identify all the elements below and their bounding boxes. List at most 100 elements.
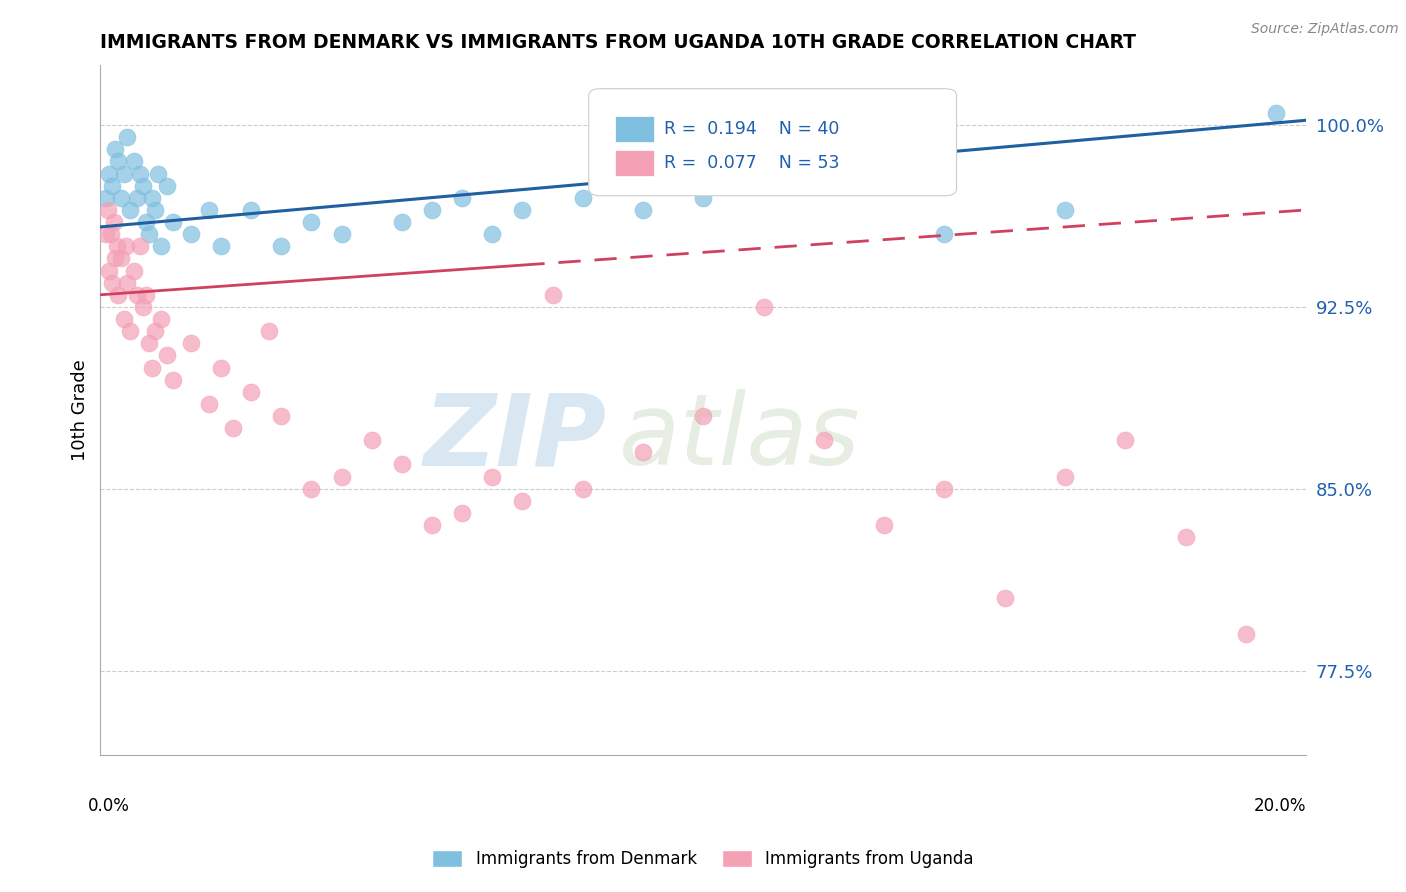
Point — [114, 239, 136, 253]
Point — [156, 348, 179, 362]
Point — [143, 324, 166, 338]
Point — [299, 215, 322, 229]
Point — [131, 178, 153, 193]
Point — [541, 287, 564, 301]
Point — [631, 445, 654, 459]
Point — [98, 167, 121, 181]
Text: R =  0.194    N = 40: R = 0.194 N = 40 — [664, 120, 839, 137]
Point — [110, 191, 132, 205]
Point — [107, 287, 129, 301]
Point — [571, 482, 593, 496]
Point — [114, 312, 136, 326]
Point — [1174, 530, 1197, 544]
Point — [420, 202, 443, 217]
Point — [270, 409, 292, 423]
Point — [122, 154, 145, 169]
Point — [128, 239, 150, 253]
Point — [1054, 202, 1077, 217]
Point — [692, 409, 714, 423]
Point — [692, 191, 714, 205]
Y-axis label: 10th Grade: 10th Grade — [72, 359, 89, 461]
Point — [222, 421, 245, 435]
Text: 20.0%: 20.0% — [1254, 797, 1306, 814]
Point — [873, 518, 896, 533]
Point — [98, 263, 121, 277]
Point — [110, 252, 132, 266]
Point — [198, 397, 221, 411]
FancyBboxPatch shape — [616, 150, 654, 177]
Point — [122, 263, 145, 277]
Text: IMMIGRANTS FROM DENMARK VS IMMIGRANTS FROM UGANDA 10TH GRADE CORRELATION CHART: IMMIGRANTS FROM DENMARK VS IMMIGRANTS FR… — [100, 33, 1136, 52]
Point — [156, 178, 179, 193]
Point — [162, 373, 184, 387]
Point — [141, 191, 163, 205]
Text: R =  0.077    N = 53: R = 0.077 N = 53 — [664, 154, 839, 172]
Point — [135, 287, 157, 301]
Point — [1234, 627, 1257, 641]
Point — [420, 518, 443, 533]
Point — [571, 191, 593, 205]
Point — [270, 239, 292, 253]
Text: 0.0%: 0.0% — [89, 797, 131, 814]
Point — [100, 227, 122, 242]
Point — [117, 276, 139, 290]
Point — [128, 167, 150, 181]
Text: Source: ZipAtlas.com: Source: ZipAtlas.com — [1251, 22, 1399, 37]
Point — [120, 202, 142, 217]
Point — [512, 202, 534, 217]
Point — [107, 154, 129, 169]
Legend: Immigrants from Denmark, Immigrants from Uganda: Immigrants from Denmark, Immigrants from… — [426, 843, 980, 875]
Point — [1114, 434, 1136, 448]
Point — [934, 227, 956, 242]
Text: atlas: atlas — [619, 389, 860, 486]
Point — [1054, 469, 1077, 483]
Point — [512, 493, 534, 508]
Point — [481, 227, 503, 242]
Point — [360, 434, 382, 448]
Point — [96, 227, 118, 242]
Point — [125, 191, 148, 205]
Point — [125, 287, 148, 301]
Point — [391, 215, 413, 229]
Point — [330, 227, 353, 242]
Point — [120, 324, 142, 338]
FancyBboxPatch shape — [589, 88, 956, 195]
Point — [481, 469, 503, 483]
Point — [391, 458, 413, 472]
Point — [631, 202, 654, 217]
Point — [451, 506, 474, 520]
Point — [105, 239, 128, 253]
Point — [149, 239, 172, 253]
Text: ZIP: ZIP — [423, 389, 607, 486]
Point — [994, 591, 1017, 605]
Point — [180, 336, 202, 351]
Point — [257, 324, 280, 338]
Point — [101, 178, 124, 193]
Point — [138, 336, 160, 351]
Point — [146, 167, 169, 181]
Point — [209, 360, 232, 375]
Point — [180, 227, 202, 242]
Point — [162, 215, 184, 229]
Point — [104, 252, 127, 266]
Point — [141, 360, 163, 375]
Point — [96, 191, 118, 205]
Point — [138, 227, 160, 242]
Point — [813, 434, 835, 448]
Point — [451, 191, 474, 205]
Point — [117, 130, 139, 145]
Point — [114, 167, 136, 181]
FancyBboxPatch shape — [616, 116, 654, 142]
Point — [135, 215, 157, 229]
Point — [299, 482, 322, 496]
Point — [240, 384, 263, 399]
Point — [240, 202, 263, 217]
Point — [752, 300, 775, 314]
Point — [143, 202, 166, 217]
Point — [97, 202, 120, 217]
Point — [813, 178, 835, 193]
Point — [149, 312, 172, 326]
Point — [131, 300, 153, 314]
Point — [209, 239, 232, 253]
Point — [101, 276, 124, 290]
